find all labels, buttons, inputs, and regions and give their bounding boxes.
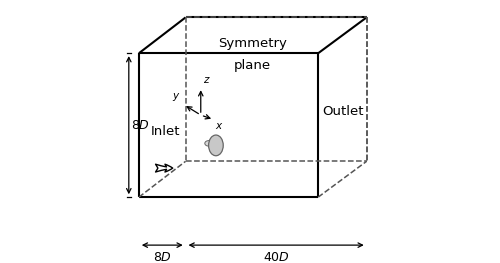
Ellipse shape: [208, 135, 223, 156]
Text: $z$: $z$: [203, 75, 210, 85]
Text: Outlet: Outlet: [322, 105, 364, 118]
Text: $8D$: $8D$: [153, 251, 172, 263]
Ellipse shape: [205, 141, 213, 146]
Text: $8D$: $8D$: [131, 119, 150, 132]
Text: Symmetry: Symmetry: [218, 37, 287, 50]
Text: plane: plane: [234, 59, 271, 72]
Text: $y$: $y$: [172, 91, 180, 103]
Text: $40D$: $40D$: [262, 251, 289, 263]
Text: $x$: $x$: [214, 121, 223, 131]
Text: Inlet: Inlet: [150, 125, 180, 138]
